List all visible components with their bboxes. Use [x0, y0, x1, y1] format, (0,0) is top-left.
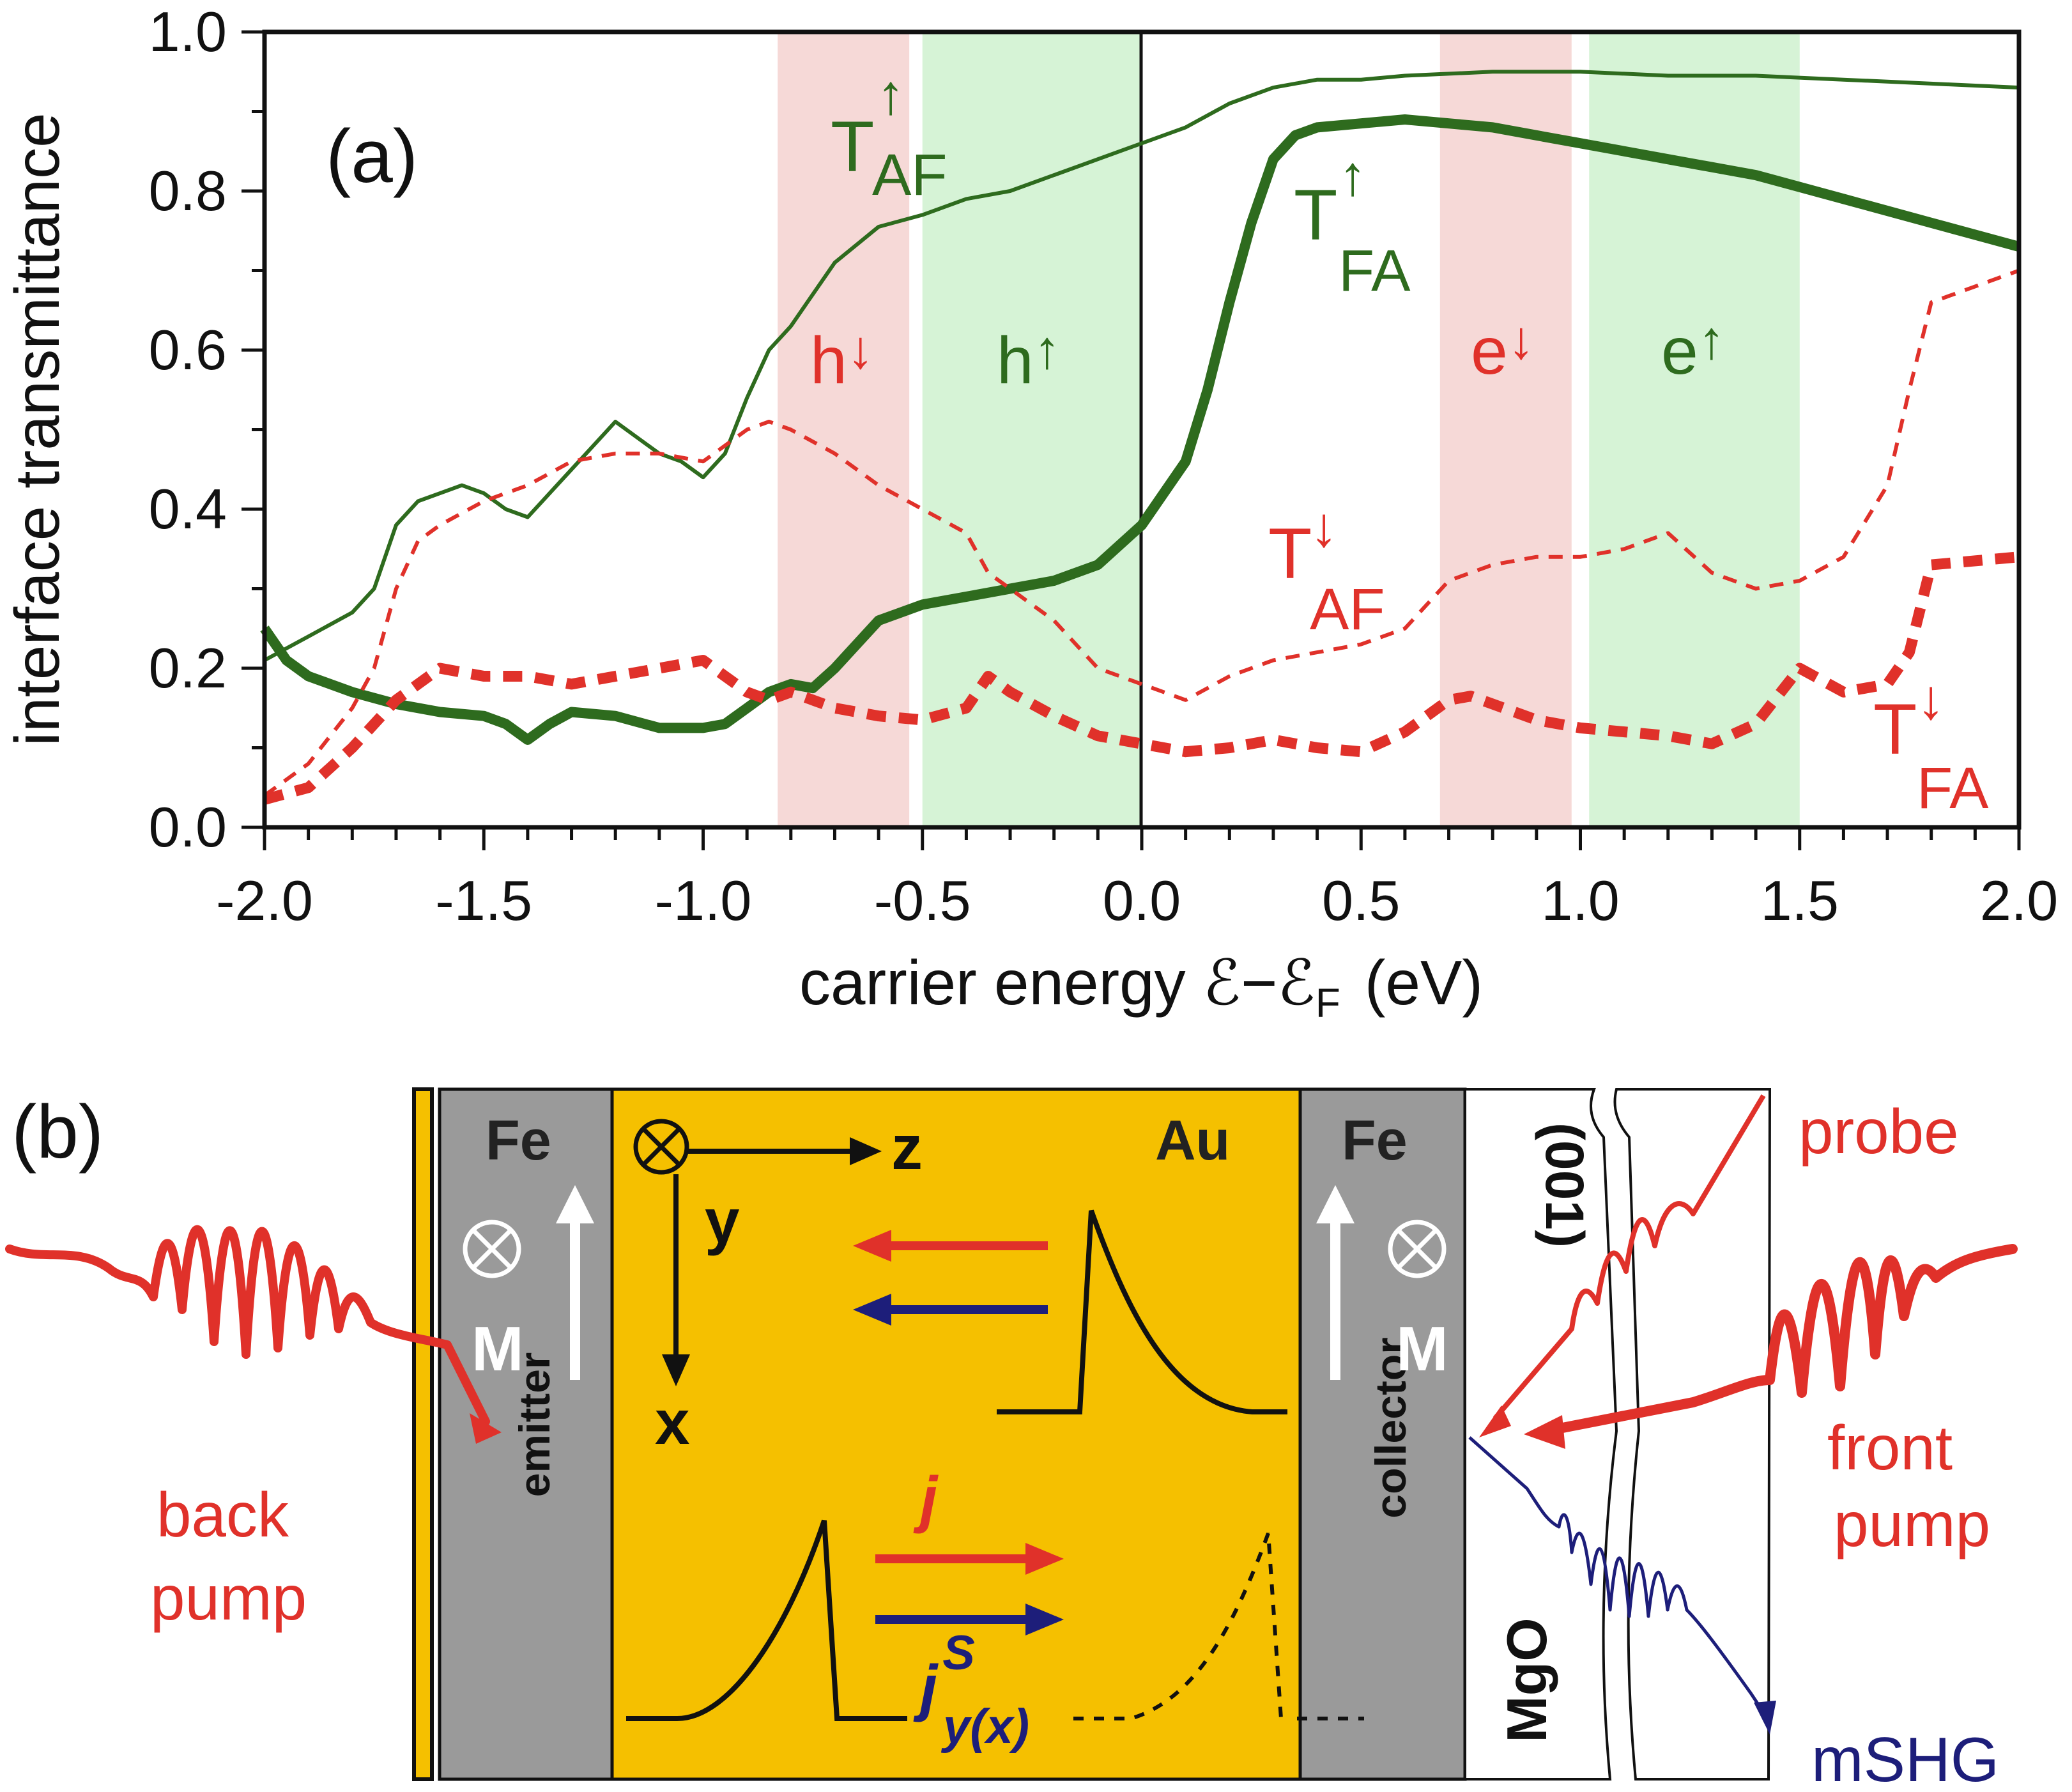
svg-text:pump: pump — [1834, 1489, 1990, 1559]
svg-text:z: z — [891, 1112, 923, 1183]
series-label-t-fa-up: T ↑ FA — [1294, 144, 1411, 303]
series-line-t_af-up — [263, 70, 2020, 662]
x-tick-label: 1.0 — [1541, 869, 1619, 932]
svg-text:T: T — [1268, 514, 1312, 594]
series-label-t-af-down: T ↓ AF — [1268, 495, 1385, 642]
series-label-t-af-up: T ↑ AF — [831, 63, 948, 208]
svg-text:T: T — [831, 107, 874, 187]
collector-pulse-curve — [997, 1209, 1287, 1414]
axis-tick-labels: -2.0 -1.5 -1.0 -0.5 0.0 0.5 1.0 1.5 2.0 0.0 0.2 0.4… — [149, 0, 2059, 932]
x-axis-label: carrier energy ℰ−ℰF (eV) — [799, 947, 1483, 1026]
mshg-pulse: mSHG — [1468, 1436, 1999, 1792]
fe-left-label: Fe — [486, 1108, 551, 1172]
x-tick-label: -1.0 — [655, 869, 752, 932]
backflow-arrows — [853, 1230, 1048, 1326]
transmitted-pulse-curve — [1073, 1532, 1364, 1720]
svg-text:AF: AF — [1310, 577, 1385, 642]
fe-right-label: Fe — [1342, 1108, 1408, 1172]
y-axis-label: interface transmittance — [2, 112, 72, 746]
spin-transport-diagram: (b) Fe Au Fe emitter collector MgO (001)… — [5, 1087, 2018, 1792]
collector-label: collector — [1367, 1337, 1415, 1518]
series-layer — [260, 70, 2021, 805]
y-tick-label: 0.2 — [149, 636, 227, 700]
series-line-t_fa-up — [260, 114, 2021, 745]
svg-text:front: front — [1827, 1413, 1953, 1483]
probe-pulse: probe — [1479, 1094, 1959, 1437]
magnetization-collector: M — [1316, 1185, 1448, 1384]
svg-text:T: T — [1873, 689, 1917, 769]
orientation-label: (001) — [1535, 1122, 1595, 1248]
svg-text:T: T — [1294, 175, 1337, 255]
svg-text:y: y — [705, 1186, 740, 1256]
svg-text:↑: ↑ — [877, 63, 905, 126]
svg-text:AF: AF — [872, 142, 948, 208]
gold-back-strip — [412, 1087, 434, 1781]
back-pump-pulse: back pump — [5, 1225, 502, 1633]
front-pump-pulse: front pump — [1524, 1244, 2018, 1559]
x-tick-label: 1.5 — [1761, 869, 1839, 932]
y-tick-label: 0.8 — [149, 159, 227, 222]
series-label-t-fa-down: T ↓ FA — [1873, 668, 1989, 821]
mgo-label: MgO — [1495, 1618, 1558, 1743]
band-label-e-down: e↓ — [1471, 310, 1535, 388]
x-tick-label: -1.5 — [435, 869, 532, 932]
svg-text:↑: ↑ — [1339, 144, 1367, 207]
svg-text:back: back — [157, 1480, 289, 1550]
emitter-pulse-curve — [626, 1519, 907, 1721]
axis-ticks — [242, 30, 2021, 850]
mgo-substrate-right — [1613, 1088, 1772, 1781]
svg-text:probe: probe — [1799, 1096, 1959, 1167]
transmittance-chart: -2.0 -1.5 -1.0 -0.5 0.0 0.5 1.0 1.5 2.0 0.0 0.2 0.4… — [2, 0, 2058, 1026]
y-tick-label: 0.0 — [149, 795, 227, 859]
band-h-down-0 — [778, 32, 910, 827]
svg-text:x: x — [655, 1387, 690, 1457]
emitter-label: emitter — [510, 1352, 559, 1497]
y-tick-label: 0.4 — [149, 477, 227, 540]
band-label-h-down: h↓ — [810, 319, 874, 398]
panel-b-label: (b) — [12, 1090, 104, 1174]
svg-text:M: M — [1396, 1313, 1448, 1384]
svg-text:mSHG: mSHG — [1811, 1724, 1999, 1792]
panel-a-label: (a) — [326, 114, 418, 199]
au-label: Au — [1155, 1108, 1230, 1172]
svg-text:FA: FA — [1339, 238, 1411, 303]
svg-text:↓: ↓ — [1310, 495, 1338, 558]
svg-text:↓: ↓ — [1917, 668, 1945, 731]
band-h-up-1 — [922, 32, 1142, 827]
y-tick-label: 1.0 — [149, 0, 227, 63]
x-tick-label: -0.5 — [874, 869, 971, 932]
y-tick-label: 0.6 — [149, 318, 227, 381]
band-label-e-up: e↑ — [1661, 310, 1725, 388]
magnetization-emitter: M — [463, 1185, 594, 1384]
x-tick-label: 0.5 — [1322, 869, 1400, 932]
coordinate-axes: z y x — [633, 1112, 923, 1457]
svg-text:pump: pump — [150, 1563, 307, 1633]
series-line-t_fa-down — [263, 551, 2020, 805]
svg-text:M: M — [472, 1313, 524, 1384]
x-tick-label: -2.0 — [216, 869, 313, 932]
band-label-h-up: h↑ — [997, 319, 1061, 398]
svg-text:FA: FA — [1917, 756, 1989, 821]
series-line-t_af-down — [263, 268, 2020, 797]
x-tick-label: 2.0 — [1980, 869, 2058, 932]
band-e-down-2 — [1439, 32, 1572, 827]
x-tick-label: 0.0 — [1103, 869, 1181, 932]
au-layer — [610, 1087, 1302, 1781]
